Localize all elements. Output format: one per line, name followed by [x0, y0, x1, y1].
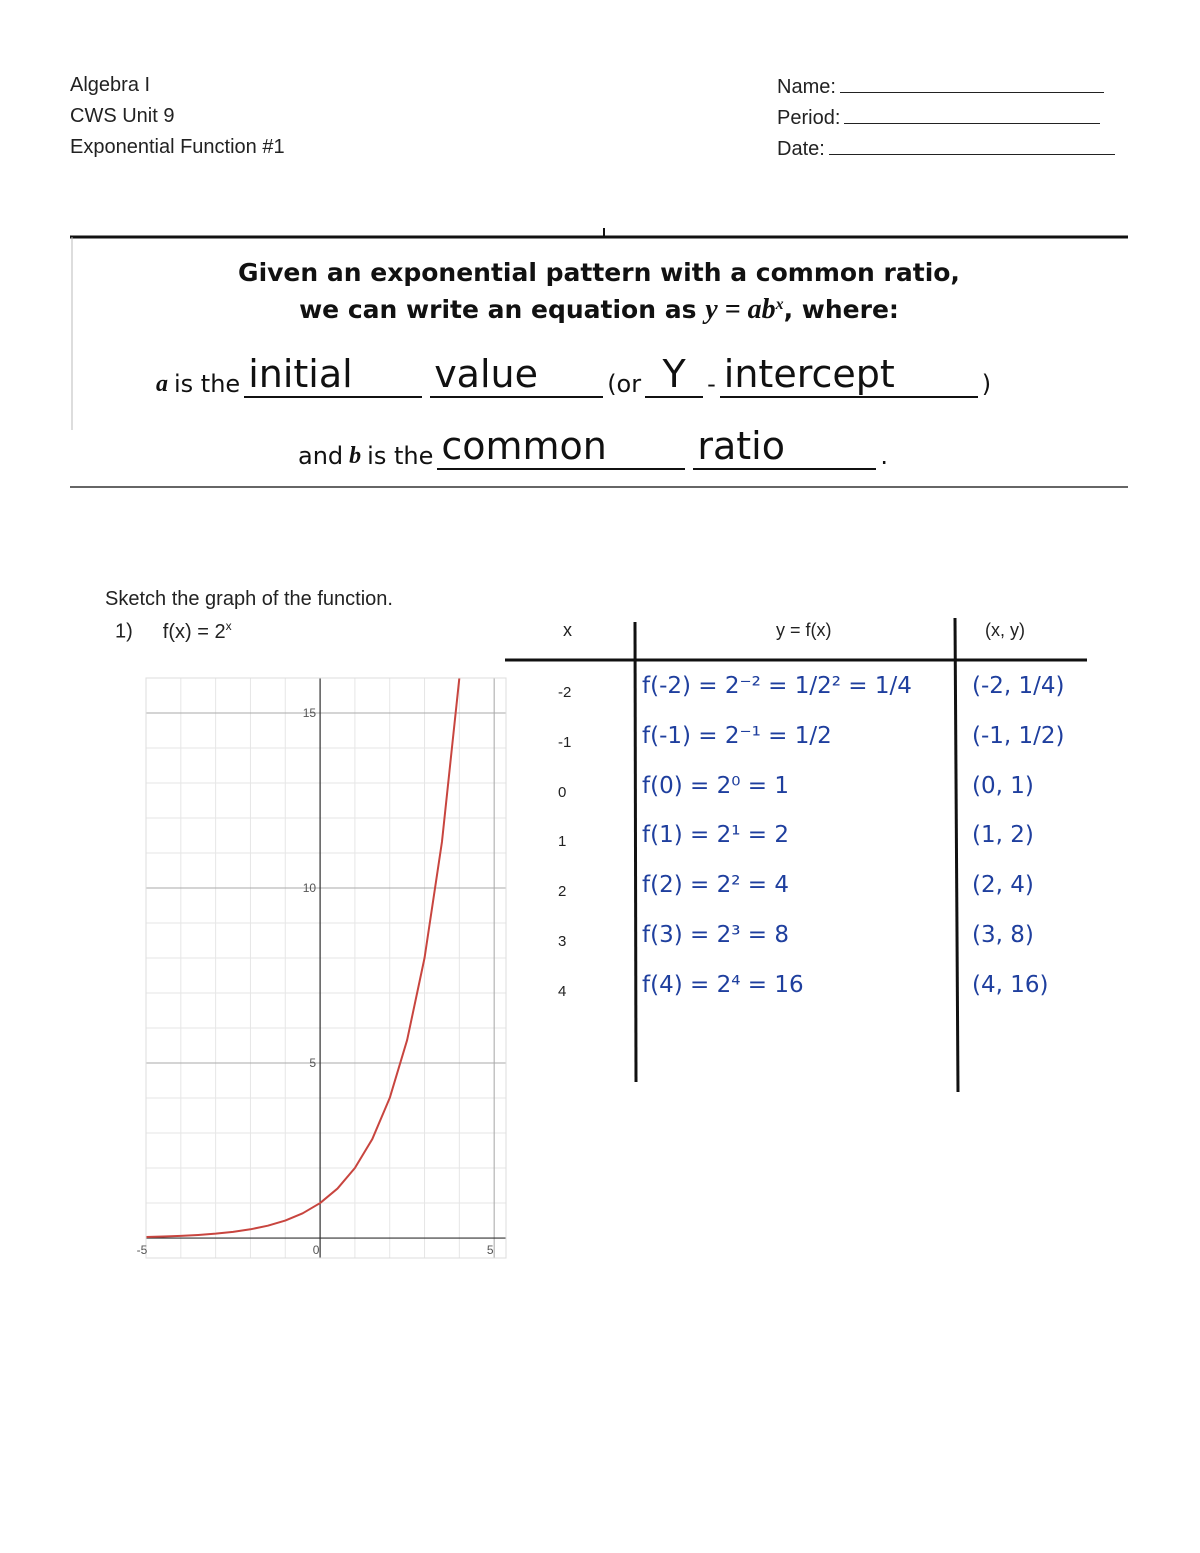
- text: is the: [174, 370, 241, 398]
- worksheet-title: Exponential Function #1: [70, 136, 285, 158]
- table-col-line: [633, 621, 638, 1083]
- header-y: y = f(x): [776, 620, 832, 640]
- graph-frame: [145, 677, 507, 1259]
- text: , where:: [783, 295, 899, 324]
- text: .: [880, 442, 888, 470]
- x-cell: 4: [558, 982, 567, 1000]
- pair-cell: (3, 8): [972, 922, 1034, 948]
- answer: initial: [244, 352, 423, 398]
- text: and: [298, 442, 344, 470]
- x-cell: 0: [558, 783, 567, 801]
- b-line: and b is the common ratio .: [298, 420, 888, 470]
- text: we can write an equation as: [299, 295, 697, 324]
- unit: CWS Unit 9: [70, 105, 175, 127]
- answer: common: [437, 424, 686, 470]
- header-pair: (x, y): [985, 620, 1025, 640]
- blank: [828, 136, 1115, 155]
- answer: Y: [645, 352, 704, 398]
- table-col-line: [953, 617, 960, 1093]
- x-tick-label: 0: [313, 1243, 320, 1257]
- blank: [839, 74, 1104, 93]
- x-cell: 3: [558, 933, 567, 950]
- function: f(x) = 2: [162, 620, 226, 643]
- x-cell: -2: [558, 684, 572, 701]
- definition-line: we can write an equation as y = abx, whe…: [70, 294, 1128, 326]
- y-tick-label: 5: [309, 1056, 316, 1070]
- exponent: x: [225, 619, 232, 633]
- x-tick-label: -5: [137, 1243, 148, 1257]
- y-cell: f(-2) = 2⁻² = 1/2² = 1/4: [642, 673, 912, 699]
- instruction: Sketch the graph of the function.: [105, 588, 393, 610]
- problem: 1) f(x) = 2x: [115, 619, 232, 644]
- name-field: Name:: [777, 74, 1104, 99]
- y-cell: f(2) = 2² = 4: [642, 872, 789, 899]
- graph: [146, 678, 506, 1258]
- pair-cell: (1, 2): [972, 822, 1034, 849]
- answer: intercept: [719, 352, 978, 398]
- pair-cell: (0, 1): [972, 772, 1034, 799]
- y-cell: f(-1) = 2⁻¹ = 1/2: [642, 722, 832, 749]
- date-field: Date:: [777, 136, 1115, 161]
- a-line: a is the initial value (or Y - intercept…: [156, 340, 991, 398]
- x-tick-label: 5: [487, 1243, 494, 1257]
- answer: ratio: [693, 424, 877, 470]
- equation: y = ab: [705, 294, 776, 325]
- pair-cell: (-2, 1/4): [972, 673, 1065, 699]
- x-cell: 1: [558, 833, 567, 851]
- y-cell: f(1) = 2¹ = 2: [642, 822, 789, 849]
- label: Period:: [777, 107, 841, 129]
- text: -: [707, 370, 716, 398]
- header-x: x: [563, 620, 572, 640]
- pair-cell: (4, 16): [972, 971, 1049, 998]
- period-field: Period:: [777, 105, 1101, 130]
- definition-line: Given an exponential pattern with a comm…: [238, 258, 960, 287]
- pair-cell: (2, 4): [972, 872, 1034, 899]
- variable: b: [349, 443, 362, 469]
- x-cell: 2: [558, 883, 567, 901]
- y-tick-label: 15: [303, 706, 317, 720]
- blank: [844, 105, 1101, 124]
- y-cell: f(0) = 2⁰ = 1: [642, 772, 789, 799]
- exponent: x: [775, 295, 784, 313]
- label: Name:: [777, 76, 836, 98]
- course: Algebra I: [70, 74, 151, 96]
- x-cell: -1: [558, 733, 572, 751]
- variable: a: [156, 371, 168, 397]
- number: 1): [115, 620, 133, 643]
- label: Date:: [777, 138, 825, 160]
- y-tick-label: 10: [303, 881, 317, 895]
- y-cell: f(3) = 2³ = 8: [642, 922, 789, 948]
- text: is the: [367, 442, 434, 470]
- text: (or: [607, 370, 642, 398]
- text: ): [981, 370, 992, 398]
- pair-cell: (-1, 1/2): [972, 722, 1065, 749]
- y-cell: f(4) = 2⁴ = 16: [642, 971, 804, 998]
- function-curve: [146, 678, 461, 1238]
- answer: value: [430, 352, 604, 398]
